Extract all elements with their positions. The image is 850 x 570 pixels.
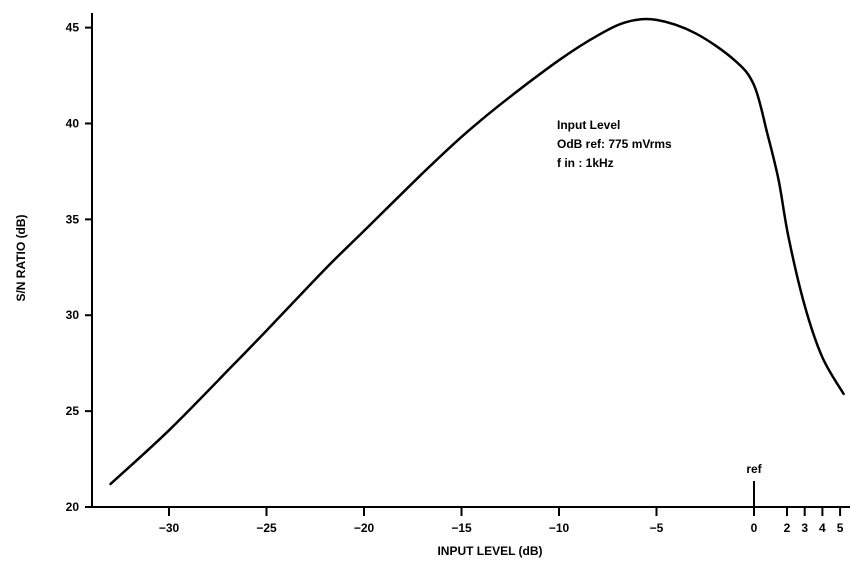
x-tick-label: −25 xyxy=(256,521,277,535)
x-tick-label: 4 xyxy=(819,521,826,535)
y-tick-label: 30 xyxy=(66,308,80,322)
x-tick-label: −15 xyxy=(451,521,472,535)
ref-marker-label: ref xyxy=(746,462,762,476)
y-tick-label: 45 xyxy=(66,21,80,35)
y-tick-label: 35 xyxy=(66,212,80,226)
x-tick-label: 3 xyxy=(801,521,808,535)
x-tick-label: 2 xyxy=(784,521,791,535)
annotation-line-1: Input Level xyxy=(557,118,620,132)
x-axis-title: INPUT LEVEL (dB) xyxy=(437,544,542,558)
x-tick-label: −5 xyxy=(650,521,664,535)
y-ticks: 20 25 30 35 40 45 xyxy=(66,21,92,514)
x-tick-label: −30 xyxy=(159,521,180,535)
annotation-line-3: f in : 1kHz xyxy=(557,156,614,170)
annotation-box: Input Level OdB ref: 775 mVrms f in : 1k… xyxy=(557,118,672,170)
sn-ratio-curve xyxy=(109,17,845,486)
y-tick-label: 40 xyxy=(66,116,80,130)
x-tick-label: 0 xyxy=(751,521,758,535)
y-axis-title: S/N RATIO (dB) xyxy=(14,214,28,301)
x-ticks: −30 −25 −20 −15 −10 −5 0 2 3 4 5 xyxy=(159,507,844,535)
x-tick-label: 5 xyxy=(837,521,844,535)
x-tick-label: −10 xyxy=(549,521,570,535)
ref-marker: ref xyxy=(746,462,763,507)
y-tick-label: 25 xyxy=(66,404,80,418)
y-tick-label: 20 xyxy=(66,500,80,514)
x-tick-label: −20 xyxy=(354,521,375,535)
annotation-line-2: OdB ref: 775 mVrms xyxy=(557,137,672,151)
